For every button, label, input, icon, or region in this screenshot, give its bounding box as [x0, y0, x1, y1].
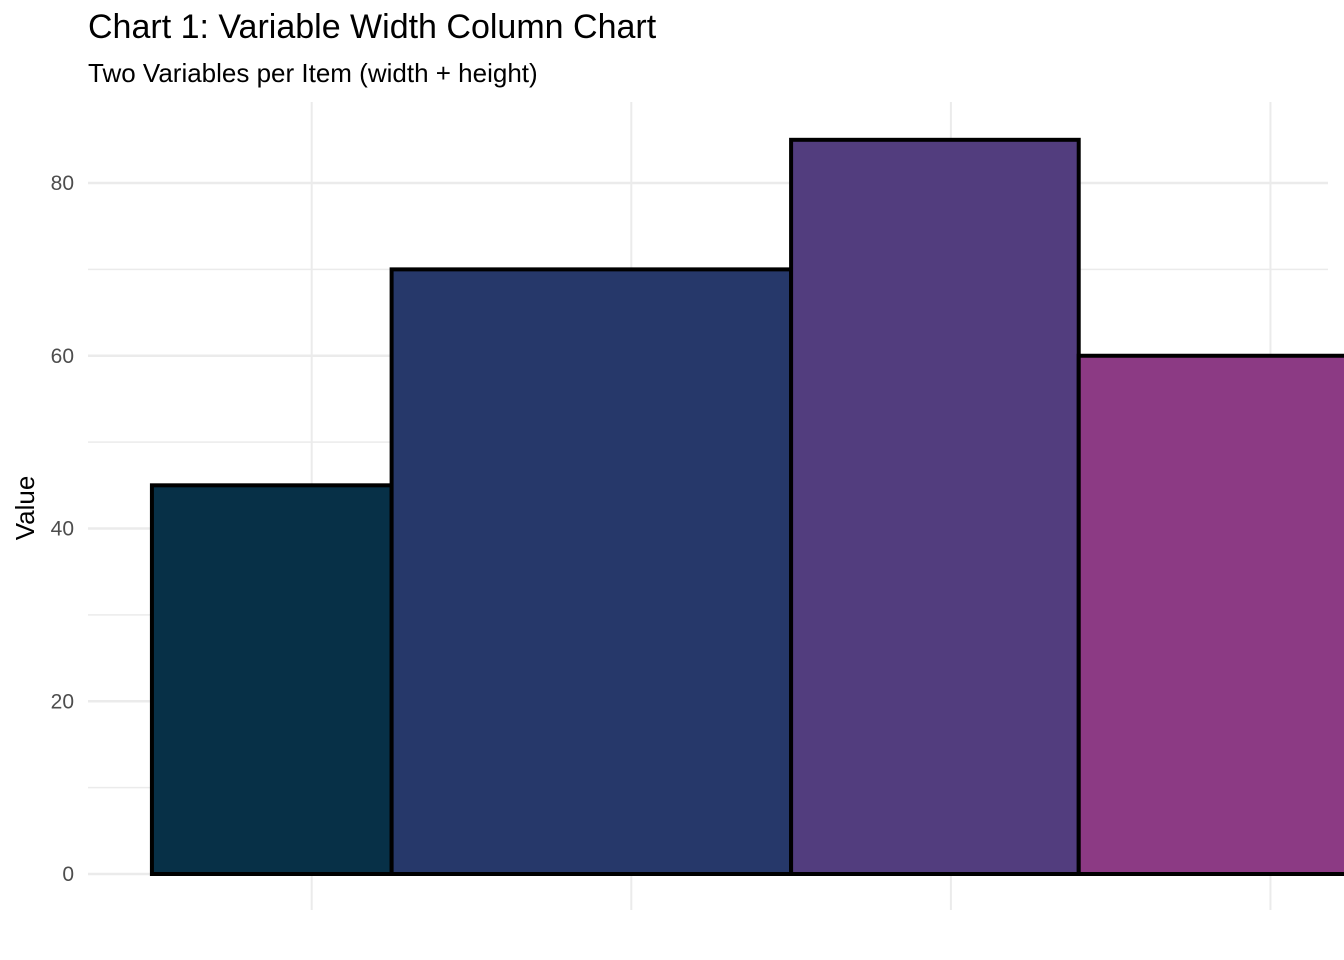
chart-subtitle: Two Variables per Item (width + height) — [88, 58, 538, 88]
chart-title: Chart 1: Variable Width Column Chart — [88, 8, 657, 46]
bar-4 — [1076, 353, 1344, 876]
bar-3 — [789, 137, 1081, 876]
bar-layer — [149, 137, 1344, 876]
y-tick-label: 20 — [51, 690, 74, 713]
bar-2 — [389, 267, 794, 876]
y-tick-label: 40 — [51, 518, 74, 541]
y-axis-title: Value — [10, 476, 40, 541]
axis-layer: 0 20 40 60 80 — [51, 172, 74, 886]
bar-1 — [149, 483, 394, 876]
y-tick-label: 80 — [51, 172, 74, 195]
y-tick-label: 0 — [62, 863, 74, 886]
y-tick-label: 60 — [51, 345, 74, 368]
